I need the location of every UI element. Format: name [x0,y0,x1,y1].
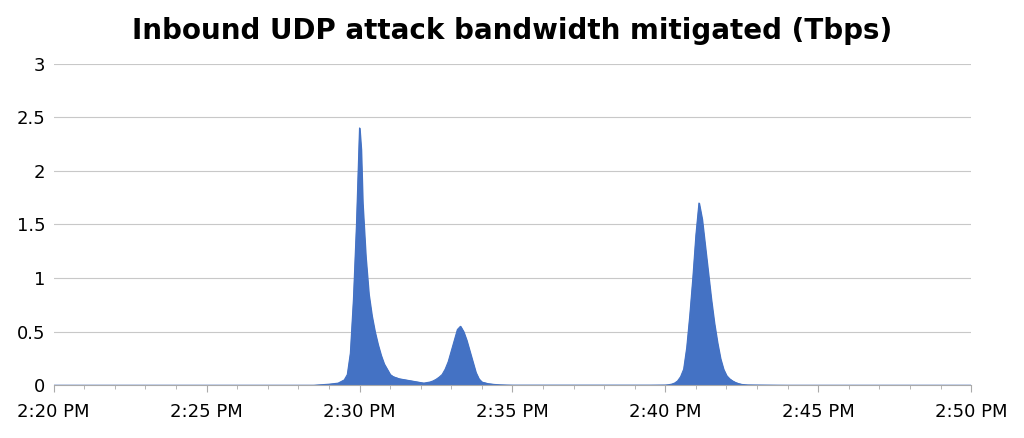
Title: Inbound UDP attack bandwidth mitigated (Tbps): Inbound UDP attack bandwidth mitigated (… [132,17,893,45]
